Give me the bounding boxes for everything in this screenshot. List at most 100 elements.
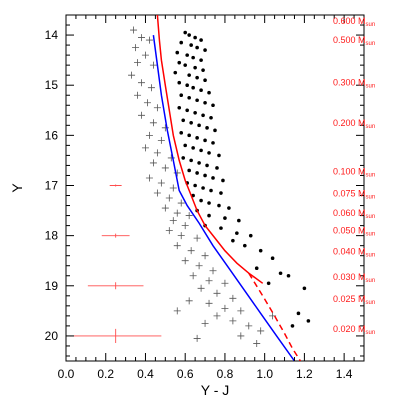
nonmember-plus-marker <box>205 299 213 307</box>
nonmember-plus-marker <box>237 332 245 340</box>
nonmember-plus-marker <box>147 84 155 92</box>
member-dot-marker <box>296 311 301 316</box>
nonmember-plus-marker <box>173 242 181 250</box>
nonmember-plus-marker <box>137 34 145 42</box>
nonmember-plus-marker <box>185 297 193 305</box>
member-dot-marker <box>175 50 180 55</box>
member-dot-marker <box>199 148 203 153</box>
member-dot-marker <box>187 133 191 138</box>
member-dot-marker <box>197 123 201 128</box>
nonmember-plus-marker <box>213 289 221 297</box>
member-dot-marker <box>181 118 186 123</box>
member-dot-marker <box>181 156 186 160</box>
member-dot-marker <box>191 146 195 150</box>
nonmember-plus-marker <box>185 212 193 220</box>
nonmember-plus-marker <box>143 99 151 107</box>
member-dot-marker <box>183 30 187 35</box>
member-dot-marker <box>211 103 215 108</box>
nonmember-plus-marker <box>181 257 189 265</box>
member-dot-marker <box>207 90 211 95</box>
member-dot-marker <box>191 85 195 90</box>
member-dot-marker <box>207 213 211 218</box>
member-dot-marker <box>195 45 199 50</box>
member-dot-marker <box>223 216 227 220</box>
member-dot-marker <box>219 191 223 195</box>
member-dot-marker <box>203 78 207 82</box>
member-dot-marker <box>217 153 221 158</box>
mass-label: 0.020 Msun <box>333 324 375 336</box>
member-dot-marker <box>193 65 197 70</box>
mass-label: 0.030 Msun <box>333 272 375 284</box>
x-tick-label: 1.0 <box>256 367 273 381</box>
member-dot-marker <box>201 68 205 72</box>
member-dot-marker <box>203 138 207 143</box>
nonmember-plus-marker <box>149 159 157 167</box>
member-dot-marker <box>187 168 191 173</box>
member-dot-marker <box>286 273 291 278</box>
nonmember-plus-marker <box>161 204 169 212</box>
isochrone-line-0 <box>156 15 264 284</box>
x-tick-label: 0.0 <box>58 367 75 381</box>
nonmember-plus-marker <box>165 227 173 235</box>
nonmember-plus-marker <box>177 232 185 240</box>
member-dot-marker <box>217 203 221 208</box>
member-dot-marker <box>185 108 189 113</box>
nonmember-plus-marker <box>141 144 149 152</box>
member-dot-marker <box>189 121 193 125</box>
isochrone-line-1 <box>248 272 302 361</box>
nonmember-plus-marker <box>201 319 209 327</box>
nonmember-plus-marker <box>157 136 165 144</box>
member-dot-marker <box>193 35 197 40</box>
nonmember-plus-marker <box>145 131 153 139</box>
member-dot-marker <box>195 98 199 103</box>
mass-label: 0.500 Msun <box>333 35 375 47</box>
member-dot-marker <box>183 63 187 67</box>
member-dot-marker <box>199 198 203 203</box>
nonmember-plus-marker <box>153 149 161 157</box>
nonmember-plus-marker <box>153 189 161 197</box>
y-tick-label: 19 <box>45 279 59 293</box>
member-dot-marker <box>177 105 182 110</box>
mass-label: 0.075 Msun <box>333 189 375 201</box>
member-dot-marker <box>205 126 209 130</box>
member-dot-marker <box>211 176 215 180</box>
mass-label: 0.060 Msun <box>333 208 375 220</box>
x-tick-label: 0.4 <box>137 367 154 381</box>
mass-label: 0.040 Msun <box>333 247 375 259</box>
member-dot-marker <box>179 131 184 135</box>
x-tick-label: 1.4 <box>336 367 353 381</box>
isochrone-line-2 <box>152 35 296 361</box>
member-dot-marker <box>189 43 193 47</box>
x-tick-label: 0.6 <box>177 367 194 381</box>
member-dot-marker <box>173 70 178 75</box>
x-tick-label: 0.8 <box>217 367 234 381</box>
member-dot-marker <box>221 178 225 183</box>
member-dot-marker <box>201 186 205 190</box>
member-dot-marker <box>187 73 191 77</box>
member-dot-marker <box>197 161 201 165</box>
nonmember-plus-marker <box>193 334 201 342</box>
member-dot-marker <box>213 128 217 133</box>
y-tick-label: 16 <box>45 128 59 142</box>
member-dot-marker <box>191 55 195 60</box>
nonmember-plus-marker <box>153 104 161 112</box>
member-dot-marker <box>199 88 203 93</box>
mass-label: 0.300 Msun <box>333 78 375 90</box>
member-dot-marker <box>201 113 205 118</box>
nonmember-plus-marker <box>173 169 181 177</box>
nonmember-plus-marker <box>137 79 145 87</box>
nonmember-plus-marker <box>132 44 140 52</box>
nonmember-plus-marker <box>173 307 181 315</box>
nonmember-plus-marker <box>221 279 229 287</box>
member-dot-marker <box>237 218 241 223</box>
y-tick-label: 14 <box>45 28 59 42</box>
member-dot-marker <box>185 83 189 88</box>
nonmember-plus-marker <box>177 199 185 207</box>
nonmember-plus-marker <box>201 252 209 260</box>
nonmember-plus-marker <box>253 339 261 347</box>
error-bar <box>109 184 122 187</box>
x-axis-title: Y - J <box>201 382 230 398</box>
nonmember-plus-marker <box>189 272 197 280</box>
member-dot-marker <box>195 136 199 140</box>
nonmember-plus-marker <box>134 59 142 67</box>
